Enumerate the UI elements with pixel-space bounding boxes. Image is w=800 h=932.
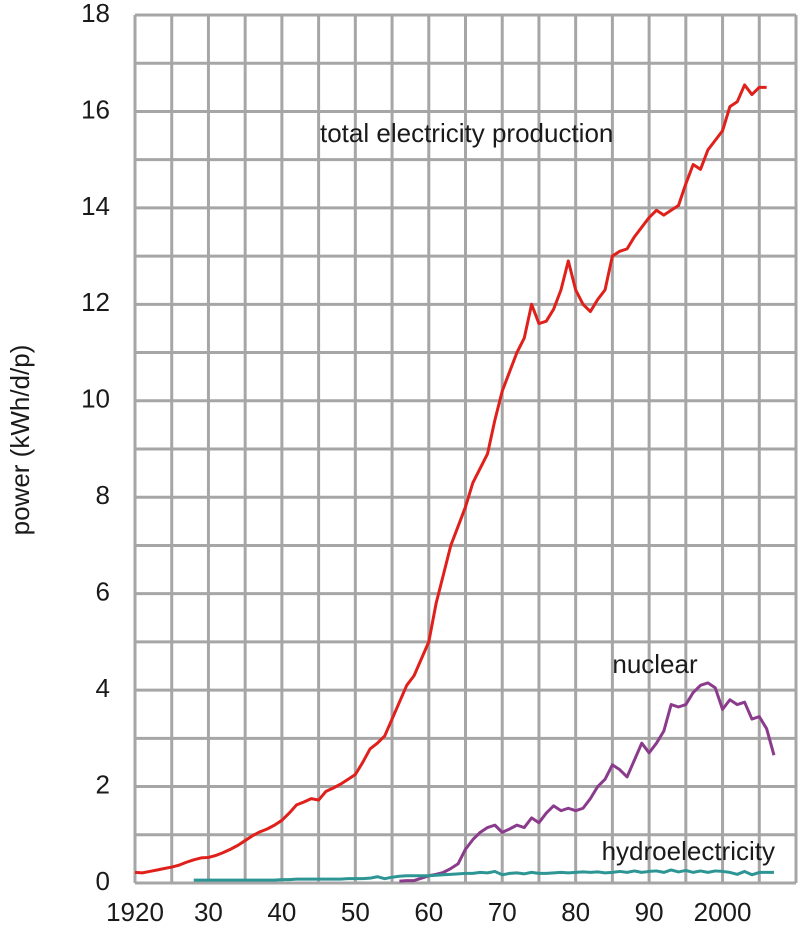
x-tick-label: 70 (488, 897, 517, 927)
y-tick-label: 16 (81, 94, 110, 124)
x-tick-label: 90 (635, 897, 664, 927)
y-tick-label: 14 (81, 191, 110, 221)
line (134, 83, 767, 875)
x-tick-label: 80 (561, 897, 590, 927)
line (193, 868, 774, 882)
x-tick-label: 50 (341, 897, 370, 927)
x-tick-label: 60 (414, 897, 443, 927)
line (399, 681, 776, 883)
y-tick-label: 2 (96, 769, 110, 799)
x-tick-label: 2000 (694, 897, 752, 927)
y-tick-label: 10 (81, 384, 110, 414)
series-label: nuclear (612, 649, 698, 679)
x-tick-label: 40 (267, 897, 296, 927)
x-tick-label: 1920 (106, 897, 164, 927)
y-tick-label: 6 (96, 577, 110, 607)
y-tick-label: 4 (96, 673, 110, 703)
series-label: total electricity production (320, 118, 613, 148)
y-tick-label: 12 (81, 287, 110, 317)
x-tick-label: 30 (194, 897, 223, 927)
y-axis-label: power (kWh/d/p) (5, 345, 35, 536)
y-tick-label: 18 (81, 0, 110, 28)
y-tick-label: 0 (96, 866, 110, 896)
series-label: hydroelectricity (602, 836, 775, 866)
y-tick-label: 8 (96, 480, 110, 510)
